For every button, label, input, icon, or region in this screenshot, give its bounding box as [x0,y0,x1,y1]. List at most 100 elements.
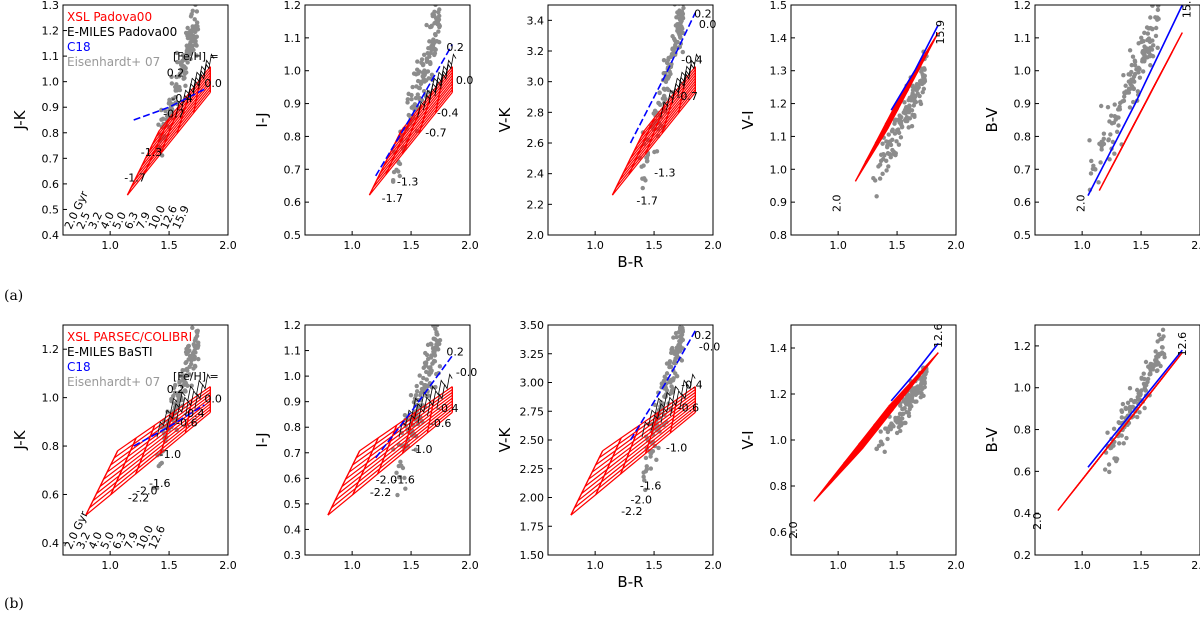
scatter-point [677,348,683,354]
y-tick-label: 1.2 [1014,340,1032,353]
scatter-point [431,325,436,328]
scatter-point [888,142,894,148]
y-tick-label: 0.8 [42,127,60,140]
scatter-point [1155,368,1160,373]
y-tick-label: 0.9 [770,196,788,209]
x-tick-label: 2.0 [1191,559,1200,572]
xsl-age-line [1107,352,1183,448]
feh-label: -1.7 [382,192,403,205]
scatter-point [184,346,189,352]
scatter-point [194,53,199,58]
xsl-age-line [348,394,453,473]
x-tick-label: 2.0 [461,559,479,572]
scatter-point [679,13,685,18]
y-tick-label: 0.8 [284,130,302,143]
scatter-point [159,460,165,466]
scatter-point [424,22,429,28]
scatter-point [1142,376,1147,382]
scatter-point [405,100,410,105]
scatter-point [648,454,653,459]
xsl-age-line [103,397,211,480]
xsl-metallicity-line [126,130,160,196]
scatter-point [1140,69,1146,74]
scatter-point [645,158,650,164]
scatter-point [680,329,685,334]
emiles-line [175,385,194,424]
scatter-point [668,379,673,385]
x-tick-label: 1.0 [343,559,361,572]
c18-line [133,404,205,447]
scatter-point [878,158,884,163]
scatter-point [184,70,189,75]
scatter-point [1156,5,1161,8]
y-tick-label: 0.9 [1014,98,1032,111]
scatter-point [1131,99,1136,105]
scatter-point [418,390,424,396]
scatter-point [400,465,406,471]
scatter-point [432,39,437,45]
scatter-point [192,364,198,369]
scatter-point [1114,129,1120,135]
scatter-point [668,364,674,369]
scatter-point [396,169,401,174]
scatter-point [1101,131,1107,136]
feh-header: [Fe/H] = [173,50,219,63]
scatter-point [886,164,891,169]
row-label: (a) [4,288,23,304]
scatter-point [901,110,906,115]
scatter-point [882,153,887,158]
feh-label: -1.6 [640,479,661,492]
y-axis-label: I-J [253,112,271,127]
scatter-point [643,455,649,461]
scatter-point [1155,45,1160,51]
c18-line [629,12,697,144]
scatter-point [196,356,201,362]
scatter-point [918,99,923,104]
scatter-point [1116,123,1121,128]
feh-label: 0.0 [204,392,222,405]
scatter-point [1124,435,1129,441]
scatter-point [429,342,434,347]
scatter-point [907,403,913,409]
plot-area [854,24,940,199]
scatter-point [657,90,662,96]
scatter-point [1112,151,1117,156]
legend-entry: Eisenhardt+ 07 [67,55,160,69]
xsl-metallicity-line [385,117,413,175]
feh-label: 0.2 [446,41,464,54]
axes-frame [62,4,229,236]
y-tick-label: 3.50 [520,319,545,332]
scatter-point [422,360,428,366]
scatter-point [672,44,678,50]
emiles-line [186,65,206,104]
scatter-point [156,463,161,469]
scatter-point [428,365,433,371]
scatter-point [195,345,200,350]
scatter-point [1142,405,1147,411]
scatter-point [437,22,442,28]
xsl-age-line [99,400,211,487]
xsl-age-line [570,411,696,516]
scatter-point [1108,445,1113,451]
x-tick-label: 2.0 [947,559,965,572]
scatter-point [1153,15,1158,20]
scatter-point [425,342,431,348]
xsl-age-line [622,83,696,174]
scatter-point [420,73,425,79]
scatter-point [884,426,889,431]
scatter-point [922,67,927,72]
plot-area [126,5,215,196]
scatter-point [433,19,439,25]
scatter-point [920,90,925,95]
scatter-point [649,450,654,456]
emiles-line [417,385,436,424]
scatter-point [921,74,926,80]
scatter-point [912,93,918,99]
scatter-point [1114,115,1119,120]
y-tick-label: 1.3 [770,65,788,78]
scatter-point [681,5,686,7]
scatter-point [425,50,430,56]
legend-entry: E-MILES BaSTI [67,345,153,359]
x-tick-label: 2.0 [219,239,237,252]
scatter-point [411,105,417,110]
